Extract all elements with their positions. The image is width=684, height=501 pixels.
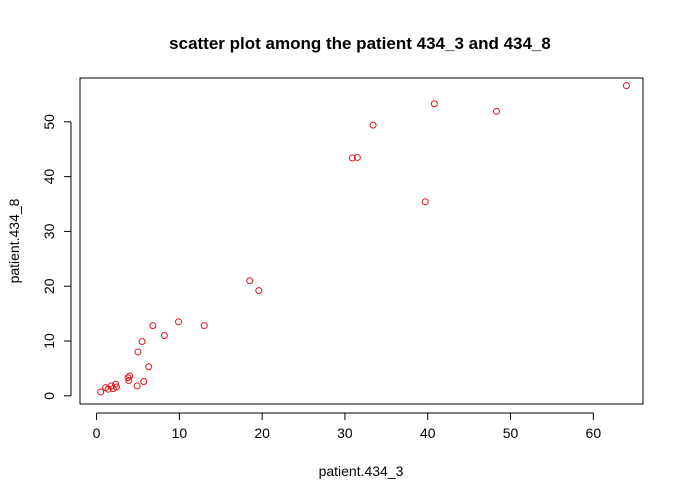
data-point: [112, 383, 120, 391]
x-tick-label: 10: [172, 425, 188, 441]
y-tick-label: 20: [41, 278, 57, 294]
y-tick-label: 0: [41, 392, 57, 400]
data-point: [430, 100, 438, 108]
data-point: [175, 318, 183, 326]
data-point: [138, 338, 146, 346]
data-point: [622, 82, 630, 90]
y-tick-label: 50: [41, 114, 57, 130]
y-tick-label: 40: [41, 169, 57, 185]
y-tick-label: 30: [41, 223, 57, 239]
data-point: [246, 277, 254, 285]
data-point: [97, 388, 105, 396]
data-point: [149, 322, 157, 330]
data-point: [421, 198, 429, 206]
data-point: [348, 154, 356, 162]
data-point: [140, 378, 148, 386]
data-point: [200, 322, 208, 330]
data-point: [160, 332, 168, 340]
x-tick-label: 50: [503, 425, 519, 441]
x-tick-label: 0: [93, 425, 101, 441]
x-tick-label: 60: [586, 425, 602, 441]
data-point: [353, 153, 361, 161]
chart-title: scatter plot among the patient 434_3 and…: [169, 34, 551, 53]
y-tick-label: 10: [41, 333, 57, 349]
data-point: [134, 348, 142, 356]
x-tick-label: 40: [420, 425, 436, 441]
data-point: [125, 376, 133, 384]
data-points: [97, 82, 630, 396]
x-axis: 0 10 20 30 40 50 60: [93, 412, 602, 441]
data-point: [145, 363, 153, 371]
x-tick-label: 20: [254, 425, 270, 441]
x-axis-label: patient.434_3: [319, 463, 404, 479]
x-tick-label: 30: [337, 425, 353, 441]
data-point: [133, 382, 141, 390]
data-point: [492, 107, 500, 115]
data-point: [126, 372, 134, 380]
data-point: [255, 287, 263, 295]
y-axis-label: patient.434_8: [6, 198, 22, 283]
plot-area-border: [79, 77, 644, 405]
y-axis: 0 10 20 30 40 50: [41, 114, 72, 400]
data-point: [369, 121, 377, 129]
